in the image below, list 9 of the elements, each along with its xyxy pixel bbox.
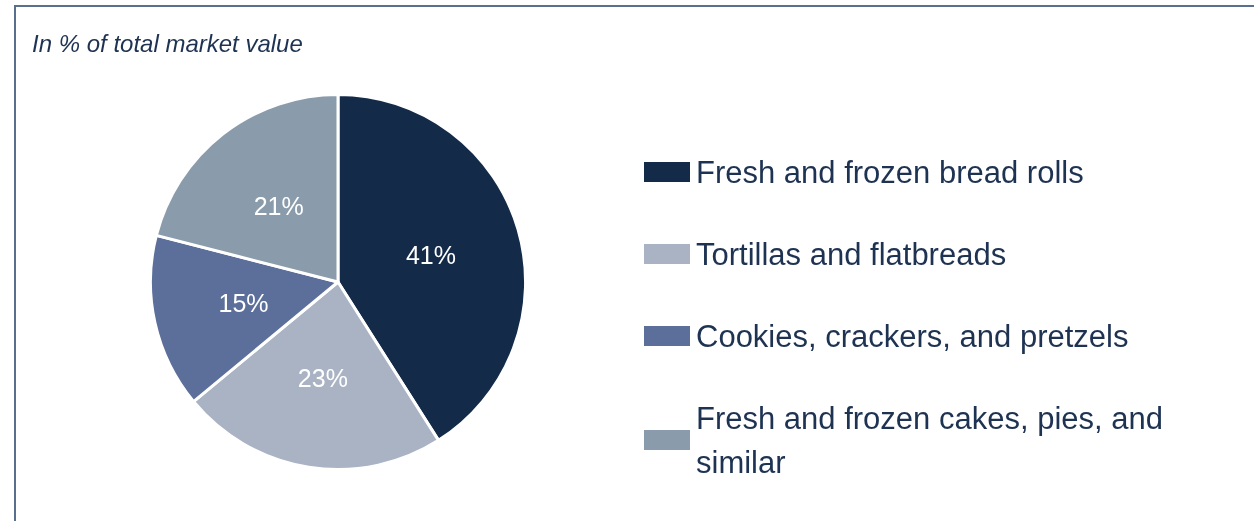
legend-label: Fresh and frozen bread rolls [696, 154, 1084, 190]
data-label: 15% [218, 289, 269, 318]
legend-label: Tortillas and flatbreads [696, 236, 1007, 272]
data-label: 23% [297, 363, 348, 392]
chart-title: In % of total market value [32, 29, 303, 57]
legend-label: Cookies, crackers, and pretzels [696, 318, 1129, 354]
data-label: 21% [253, 191, 304, 220]
data-label: 41% [405, 241, 456, 269]
legend-label: Fresh and frozen cakes, pies, and similar [696, 400, 1172, 480]
